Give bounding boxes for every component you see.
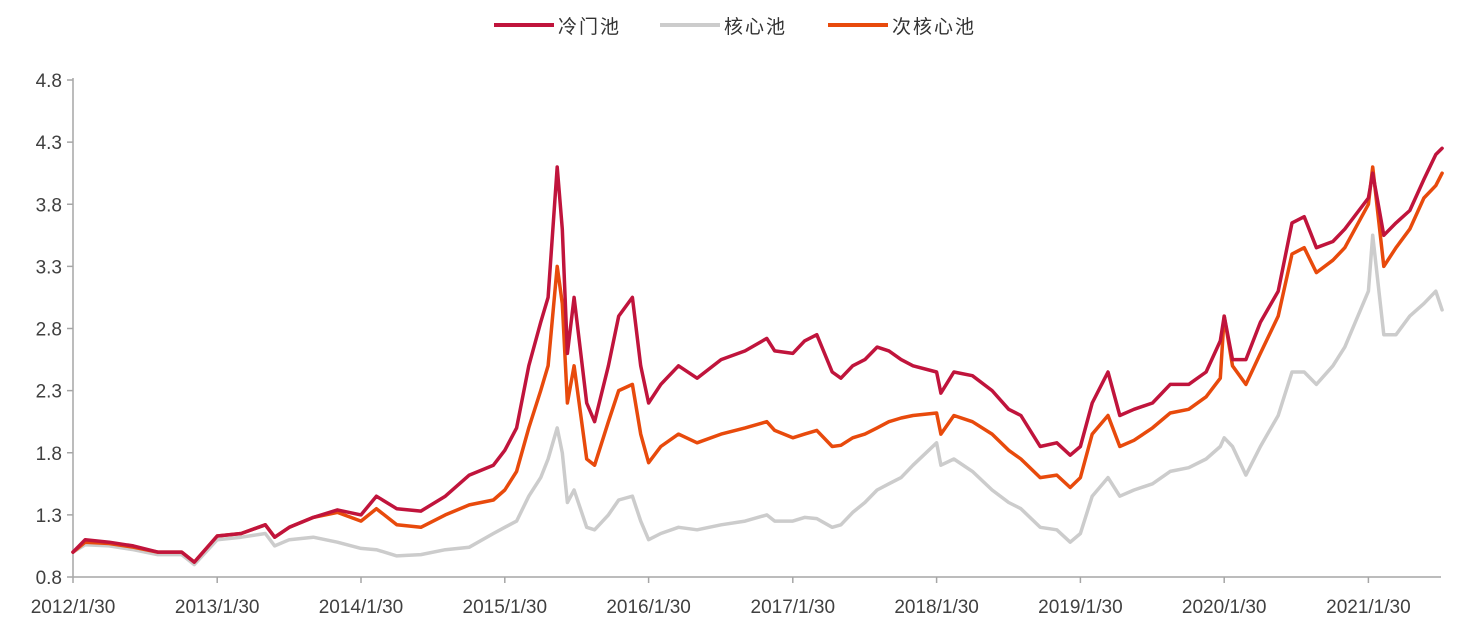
x-tick-label: 2020/1/30: [1182, 597, 1267, 618]
x-axis: 2012/1/30 2013/1/30 2014/1/30 2015/1/30 2016…: [31, 576, 1441, 618]
x-tick-label: 2018/1/30: [894, 597, 979, 618]
series-line-cold-pool: [71, 146, 1444, 564]
legend-swatch-core-pool: [660, 23, 720, 27]
x-tick-label: 2016/1/30: [606, 597, 691, 618]
x-tick-label: 2012/1/30: [31, 597, 116, 618]
plot-area: [71, 146, 1444, 567]
y-tick-label: 2.8: [36, 320, 62, 341]
y-tick-label: 3.3: [36, 257, 62, 278]
y-axis: 0.8 1.3 1.8 2.3 2.8 3.3 3.8 4.3 4.8: [36, 71, 74, 589]
x-tick-label: 2013/1/30: [175, 597, 260, 618]
y-tick-label: 3.8: [36, 195, 62, 216]
y-tick-label: 2.3: [36, 382, 62, 403]
legend-item-core-pool: 核心池: [660, 10, 787, 40]
chart-legend: 冷门池 核心池 次核心池: [0, 10, 1464, 40]
x-tick-label: 2014/1/30: [319, 597, 404, 618]
legend-swatch-sub-core-pool: [828, 23, 888, 27]
x-tick-label: 2017/1/30: [751, 597, 836, 618]
legend-label-core-pool: 核心池: [724, 15, 788, 38]
y-tick-label: 4.3: [36, 133, 62, 154]
x-tick-label: 2021/1/30: [1326, 597, 1411, 618]
legend-label-sub-core-pool: 次核心池: [892, 15, 977, 38]
x-tick-label: 2015/1/30: [463, 597, 548, 618]
y-tick-label: 0.8: [36, 568, 62, 589]
x-tick-label: 2019/1/30: [1038, 597, 1123, 618]
legend-swatch-cold-pool: [494, 23, 554, 27]
y-tick-label: 1.3: [36, 506, 62, 527]
legend-item-sub-core-pool: 次核心池: [828, 10, 976, 40]
series-line-core-pool: [71, 233, 1444, 567]
y-tick-label: 4.8: [36, 71, 62, 92]
legend-item-cold-pool: 冷门池: [494, 10, 621, 40]
legend-label-cold-pool: 冷门池: [558, 15, 622, 38]
series-line-sub-core-pool: [71, 165, 1444, 564]
y-tick-label: 1.8: [36, 444, 62, 465]
